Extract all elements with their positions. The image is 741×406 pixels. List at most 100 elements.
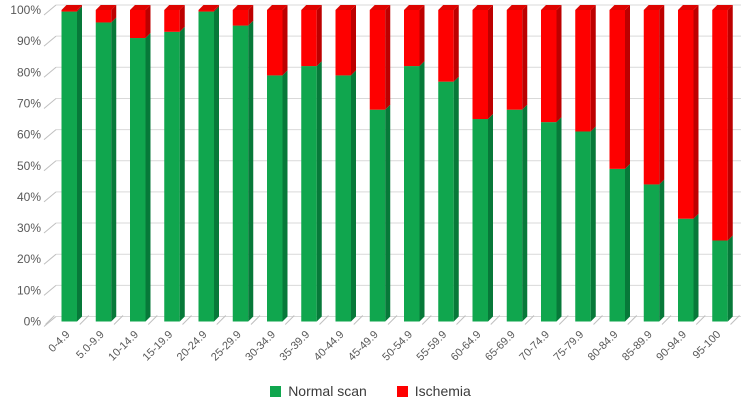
bar-segment-normal-scan [404,66,420,322]
legend-item-normal-scan: Normal scan [270,383,367,399]
bar-segment-normal-scan [267,75,283,322]
bar-segment-ischemia-top [95,5,117,10]
bar-segment-ischemia-top [438,5,459,10]
bar-segment-ischemia [541,10,557,123]
x-category-label: 35-39.9 [278,329,313,364]
bar-segment-normal-scan-side [693,213,699,322]
bar-segment-ischemia [130,10,146,39]
bar-segment-normal-scan-side [488,114,493,322]
bar-segment-ischemia [369,10,386,110]
bar-segment-normal-scan-side [590,126,596,322]
y-tick-label: 90% [17,34,41,48]
x-category-label: 80-84.9 [586,329,621,364]
bar-segment-ischemia [575,10,591,132]
y-axis-tick [43,253,57,265]
y-tick-label: 0% [24,315,42,329]
bar-segment-normal-scan [130,38,146,322]
x-category-label: 45-49.9 [346,329,381,364]
bar-segment-normal-scan [198,11,214,322]
x-axis-tick [182,315,192,325]
x-category-label: 85-89.9 [620,329,655,364]
bar-segment-normal-scan [95,22,112,322]
bar-segment-ischemia-side [248,5,254,26]
x-axis-tick [353,315,364,325]
bar-segment-ischemia-side [522,5,528,110]
bar-segment-ischemia [61,10,77,12]
bar-segment-ischemia-side [453,5,459,82]
bar-segment-ischemia-top [335,5,356,10]
x-category-label: 25-29.9 [209,329,244,364]
bar-segment-normal-scan-side [179,26,185,322]
bar-segment-ischemia-side [179,5,185,32]
normal-scan-label: Normal scan [288,383,367,399]
x-category-label: 90-94.9 [654,329,689,364]
bar-segment-normal-scan [438,81,454,322]
x-axis-tick [558,315,569,325]
bar-segment-ischemia-side [727,5,733,241]
x-axis-tick [147,315,158,325]
bar-segment-ischemia [232,10,249,26]
bar-segment-normal-scan-side [522,104,528,322]
y-axis-tick [43,66,57,78]
x-category-label: 30-34.9 [243,329,278,364]
bar-segment-ischemia-top [198,5,219,10]
bar-segment-normal-scan [164,31,180,322]
x-category-label: 40-44.9 [312,329,347,364]
bar-segment-ischemia-side [419,5,425,67]
bar-segment-normal-scan [541,122,557,322]
x-axis-tick [456,315,466,325]
bar-segment-ischemia-side [556,5,562,123]
bar-segment-ischemia-side [625,5,630,169]
bar-segment-normal-scan [712,240,728,322]
bar-segment-normal-scan [506,109,523,322]
y-tick-label: 20% [17,252,41,266]
bar-segment-ischemia [404,10,420,67]
x-axis-tick [695,315,706,325]
x-axis-tick [387,315,398,325]
bar-segment-ischemia-top [472,5,493,10]
y-axis-tick [43,316,57,327]
bar-segment-ischemia-top [164,5,185,10]
bar-segment-normal-scan-side [659,179,665,322]
bar-segment-normal-scan-side [453,76,459,322]
bar-segment-ischemia-side [385,5,391,110]
bar-segment-normal-scan [678,218,694,322]
bar-segment-ischemia [198,10,214,12]
x-category-label: 0-4.9 [46,329,72,355]
bar-segment-normal-scan-side [145,33,151,322]
bar-segment-normal-scan [369,109,386,322]
bar-segment-normal-scan [335,75,351,322]
bar-segment-normal-scan-side [316,61,322,322]
bar-segment-ischemia-top [232,5,254,10]
bar-segment-normal-scan-side [282,70,288,322]
bar-segment-normal-scan [232,25,249,322]
bar-segment-ischemia-side [145,5,151,39]
x-category-label: 5.0-9.9 [74,329,107,362]
x-category-label: 75-79.9 [552,329,587,364]
x-axis-tick [627,315,638,325]
x-category-label: 50-54.9 [380,329,415,364]
x-axis-tick [113,315,124,325]
x-category-label: 10-14.9 [106,329,141,364]
x-category-label: 15-19.9 [141,329,176,364]
bar-segment-normal-scan-side [248,20,254,322]
bar-segment-ischemia-side [693,5,699,219]
bar-segment-normal-scan [643,184,660,322]
y-axis-tick [43,129,57,140]
bar-segment-ischemia-top [404,5,425,10]
ischemia-swatch [396,385,408,397]
bar-segment-ischemia-top [130,5,151,10]
ischemia-label: Ischemia [414,383,471,399]
x-axis-tick [319,315,329,325]
bar-segment-ischemia-top [541,5,562,10]
x-axis-tick [593,315,603,325]
y-axis-tick [43,191,57,203]
bar-segment-ischemia-top [61,5,82,10]
bar-segment-ischemia [301,10,317,67]
bar-segment-normal-scan [301,66,317,322]
bar-segment-ischemia-top [267,5,288,10]
bar-segment-normal-scan-side [625,163,630,322]
x-category-label: 65-69.9 [483,329,518,364]
bar-segment-ischemia-top [678,5,699,10]
bar-segment-ischemia [472,10,488,120]
